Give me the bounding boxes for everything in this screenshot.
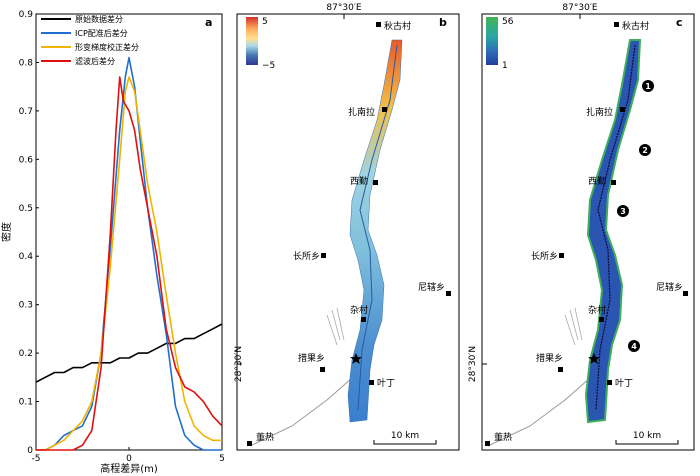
numbered-markers: 1 2 3 4 (617, 80, 654, 352)
svg-text:叶丁: 叶丁 (377, 378, 395, 389)
series-line-2 (36, 76, 222, 451)
svg-text:杂村: 杂村 (588, 304, 606, 316)
y-tick-label: 0.5 (19, 204, 33, 214)
svg-text:措果乡: 措果乡 (536, 352, 563, 364)
series-line-0 (35, 323, 223, 383)
svg-text:10 km: 10 km (633, 431, 661, 441)
star-icon (350, 353, 362, 364)
y-tick-label: 0.7 (19, 107, 33, 117)
x-tick-label: 0 (126, 454, 132, 464)
svg-text:尼辖乡: 尼辖乡 (656, 281, 683, 293)
longitude-label: 87°30′E (326, 3, 361, 13)
x-tick-label: -5 (32, 454, 41, 464)
svg-text:西勤: 西勤 (350, 175, 368, 187)
map-frame (236, 13, 460, 451)
legend-label-0: 原始数据差分 (75, 14, 123, 24)
scale-bar: 10 km (373, 431, 437, 445)
y-tick-label: 0.1 (19, 398, 33, 408)
y-tick-label: 0.6 (19, 155, 34, 165)
place-markers: 秋古村 扎南拉 西勤 长所乡 尼辖乡 杂村 措果乡 叶丁 董热 (247, 20, 451, 446)
y-tick-label: 0.3 (19, 301, 33, 311)
map-b: 87°30′E 28°30′N b 5 −5 秋古村 扎南拉 西勤 长所乡 尼辖… (234, 3, 460, 451)
y-tick-label: 0.9 (19, 10, 34, 20)
legend-label-2: 形变梯度校正差分 (75, 42, 139, 52)
svg-text:董热: 董热 (256, 431, 274, 443)
panel-label: c (676, 16, 683, 29)
svg-text:秋古村: 秋古村 (384, 20, 411, 32)
panel-label: a (205, 16, 212, 29)
svg-text:2: 2 (642, 146, 648, 155)
svg-text:长所乡: 长所乡 (293, 250, 320, 262)
svg-text:叶丁: 叶丁 (615, 378, 633, 389)
y-axis-label: 密度 (0, 222, 13, 242)
glacier-river-strip (347, 39, 403, 423)
tributary-lines (564, 307, 583, 346)
glacier-river-strip (584, 39, 642, 424)
legend-label-1: ICP配准后差分 (75, 28, 128, 38)
colorbar (486, 17, 498, 65)
scale-bar: 10 km (615, 431, 679, 445)
svg-text:董热: 董热 (494, 431, 512, 443)
svg-text:长所乡: 长所乡 (531, 250, 558, 262)
colorbar-min-label: 1 (502, 61, 508, 71)
svg-text:扎南拉: 扎南拉 (348, 106, 375, 118)
svg-text:西勤: 西勤 (588, 175, 606, 187)
svg-text:1: 1 (645, 82, 651, 91)
density-chart: 00.10.20.30.40.50.60.70.80.9 -5 0 5 a 密度 高… (0, 10, 225, 475)
panel-label: b (439, 16, 447, 29)
y-tick-label: 0.8 (19, 58, 34, 68)
longitude-label: 87°30′E (562, 3, 597, 13)
svg-text:杂村: 杂村 (350, 304, 368, 316)
series-line-1 (36, 56, 222, 451)
svg-text:3: 3 (620, 207, 626, 216)
x-axis-label: 高程差异(m) (100, 462, 158, 475)
y-tick-label: 0.2 (19, 349, 33, 359)
svg-text:10 km: 10 km (391, 431, 419, 441)
colorbar-max-label: 56 (502, 17, 514, 27)
y-tick-label: 0 (27, 446, 33, 456)
colorbar (246, 17, 258, 65)
map-frame (481, 13, 695, 451)
x-tick-label: 5 (219, 454, 225, 464)
svg-text:尼辖乡: 尼辖乡 (418, 281, 445, 293)
svg-text:4: 4 (631, 342, 637, 351)
place-markers: 秋古村 扎南拉 西勤 长所乡 尼辖乡 杂村 措果乡 叶丁 董热 (485, 20, 688, 446)
svg-text:措果乡: 措果乡 (298, 352, 325, 364)
star-icon (588, 353, 600, 364)
series-line-3 (36, 76, 223, 451)
map-c: 87°30′E 28°30′N c 56 1 1 2 3 4 秋古村 扎南拉 西… (468, 3, 695, 451)
latitude-label: 28°30′N (468, 346, 478, 382)
y-tick-label: 0.4 (19, 252, 34, 262)
river-centerline (595, 44, 636, 411)
svg-text:扎南拉: 扎南拉 (586, 106, 613, 118)
colorbar-min-label: −5 (262, 61, 275, 71)
colorbar-max-label: 5 (262, 17, 268, 27)
legend-label-3: 滤波后差分 (75, 56, 115, 66)
tributary-lines (326, 307, 345, 346)
svg-text:秋古村: 秋古村 (622, 20, 649, 32)
